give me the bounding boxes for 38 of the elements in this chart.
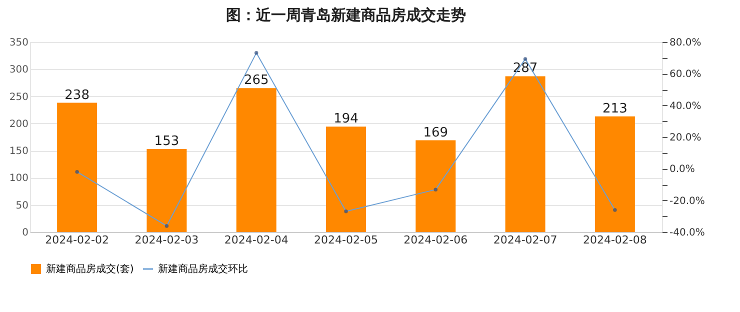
chart-title: 图：近一周青岛新建商品房成交走势 xyxy=(226,6,466,24)
y-tick-label: 200 xyxy=(9,118,28,130)
data-label: 238 xyxy=(64,88,90,103)
x-tick-label: 2024-02-08 xyxy=(582,234,647,246)
data-label: 153 xyxy=(154,134,180,149)
bar xyxy=(416,140,456,232)
y-tick-label: 150 xyxy=(9,146,28,158)
y2-tick-label: 40.0% xyxy=(670,100,702,112)
bar xyxy=(505,76,546,232)
x-tick-label: 2024-02-03 xyxy=(134,234,199,246)
data-label: 265 xyxy=(244,73,269,88)
y-tick-label: 0 xyxy=(22,228,28,238)
x-tick-label: 2024-02-06 xyxy=(404,234,468,246)
legend-label: 新建商品房成交环比 xyxy=(158,263,248,275)
bar xyxy=(594,116,635,232)
y2-tick-label: 80.0% xyxy=(670,38,702,48)
y2-tick-label: -20.0% xyxy=(670,196,705,207)
data-label: 169 xyxy=(423,125,448,140)
data-label: 213 xyxy=(602,101,628,116)
bar xyxy=(326,126,366,232)
bar xyxy=(236,88,276,232)
y-tick-label: 100 xyxy=(9,173,28,184)
data-label: 194 xyxy=(334,112,358,127)
y2-tick-label: -40.0% xyxy=(670,228,705,238)
legend-label: 新建商品房成交(套) xyxy=(46,263,134,275)
y-tick-label: 300 xyxy=(9,64,28,76)
bar xyxy=(57,102,98,232)
x-tick-label: 2024-02-04 xyxy=(224,234,288,246)
y-tick-label: 50 xyxy=(16,200,28,212)
bar xyxy=(146,148,187,232)
x-tick-label: 2024-02-07 xyxy=(493,234,558,246)
x-tick-label: 2024-02-02 xyxy=(45,234,110,246)
y-tick-label: 350 xyxy=(9,38,28,48)
x-tick-label: 2024-02-05 xyxy=(314,234,378,246)
y2-tick-label: 20.0% xyxy=(670,132,702,144)
y2-tick-label: 60.0% xyxy=(670,69,702,80)
y-tick-label: 250 xyxy=(9,92,28,103)
y2-tick-label: 0.0% xyxy=(670,164,695,176)
